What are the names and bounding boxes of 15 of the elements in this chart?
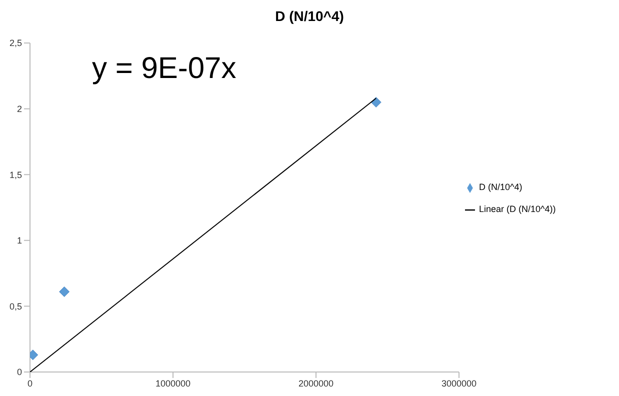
point bbox=[59, 286, 70, 297]
x-tick-label: 3000000 bbox=[441, 378, 477, 388]
x-tick-label: 0 bbox=[27, 378, 33, 388]
y-tick-label: 2 bbox=[16, 104, 22, 114]
x-tick-label: 2000000 bbox=[298, 378, 334, 388]
y-tick-label: 0,5 bbox=[9, 301, 22, 312]
legend-label: D (N/10^4) bbox=[479, 182, 522, 192]
annotation: y = 9E-07x bbox=[92, 52, 236, 86]
legend-label: Linear (D (N/10^4)) bbox=[479, 204, 556, 214]
chart-title: D (N/10^4) bbox=[274, 8, 345, 24]
y-tick-label: 1,5 bbox=[9, 170, 22, 180]
y-tick-label: 2,5 bbox=[9, 38, 22, 48]
y-tick-label: 1 bbox=[16, 236, 22, 246]
y-tick-label: 0 bbox=[16, 367, 22, 378]
x-tick-label: 1000000 bbox=[155, 378, 191, 388]
